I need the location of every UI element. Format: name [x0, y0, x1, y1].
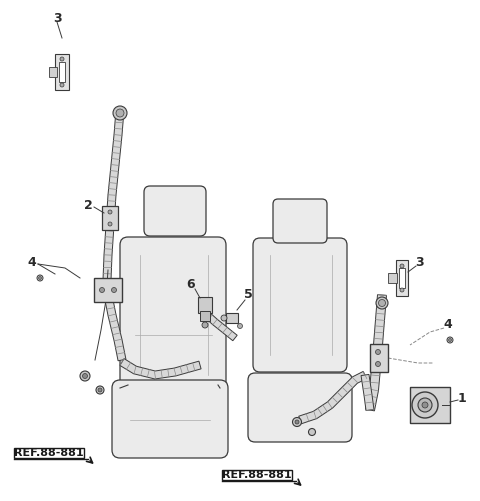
FancyBboxPatch shape: [273, 199, 327, 243]
Circle shape: [309, 428, 315, 435]
Text: 2: 2: [84, 198, 92, 211]
Bar: [396, 260, 408, 296]
Text: 3: 3: [53, 12, 61, 25]
Circle shape: [448, 339, 452, 342]
Circle shape: [96, 386, 104, 394]
Polygon shape: [120, 359, 201, 379]
Circle shape: [221, 315, 227, 321]
Polygon shape: [103, 280, 126, 361]
Bar: [55, 54, 69, 90]
Text: REF.88-881: REF.88-881: [222, 470, 292, 480]
Circle shape: [379, 300, 385, 307]
Circle shape: [37, 275, 43, 281]
Circle shape: [295, 420, 299, 424]
Circle shape: [38, 277, 41, 280]
Bar: [226, 313, 238, 323]
Circle shape: [400, 288, 404, 292]
Circle shape: [375, 362, 381, 367]
Circle shape: [60, 57, 64, 61]
Text: 3: 3: [416, 256, 424, 269]
Circle shape: [238, 324, 242, 329]
Circle shape: [418, 398, 432, 412]
Bar: [59, 62, 65, 82]
Polygon shape: [366, 295, 386, 411]
Bar: [102, 206, 118, 230]
Bar: [49, 67, 57, 77]
Circle shape: [111, 288, 117, 293]
Text: 4: 4: [444, 319, 452, 332]
Bar: [399, 268, 405, 288]
Bar: [198, 297, 212, 313]
Circle shape: [60, 83, 64, 87]
Bar: [200, 311, 210, 321]
Text: 1: 1: [457, 391, 467, 404]
Circle shape: [376, 297, 388, 309]
Text: 4: 4: [28, 256, 36, 269]
Polygon shape: [361, 374, 374, 410]
Bar: [94, 278, 122, 302]
Circle shape: [202, 322, 208, 328]
FancyBboxPatch shape: [112, 380, 228, 458]
Circle shape: [292, 417, 301, 426]
Circle shape: [98, 388, 102, 392]
Circle shape: [113, 106, 127, 120]
Circle shape: [83, 374, 87, 378]
Circle shape: [116, 109, 124, 117]
FancyBboxPatch shape: [120, 237, 226, 393]
Text: 6: 6: [187, 279, 195, 292]
Circle shape: [375, 350, 381, 355]
Circle shape: [422, 402, 428, 408]
FancyBboxPatch shape: [144, 186, 206, 236]
FancyBboxPatch shape: [253, 238, 347, 372]
Circle shape: [447, 337, 453, 343]
Text: REF.88-881: REF.88-881: [14, 448, 84, 458]
Polygon shape: [203, 311, 237, 341]
Polygon shape: [103, 110, 124, 280]
Circle shape: [108, 210, 112, 214]
Bar: [388, 273, 397, 283]
Circle shape: [400, 264, 404, 268]
Circle shape: [80, 371, 90, 381]
Circle shape: [99, 288, 105, 293]
Polygon shape: [299, 371, 367, 424]
Circle shape: [108, 222, 112, 226]
Text: 5: 5: [244, 289, 252, 302]
Bar: [370, 344, 388, 372]
Bar: [410, 387, 450, 423]
Circle shape: [412, 392, 438, 418]
FancyBboxPatch shape: [248, 373, 352, 442]
